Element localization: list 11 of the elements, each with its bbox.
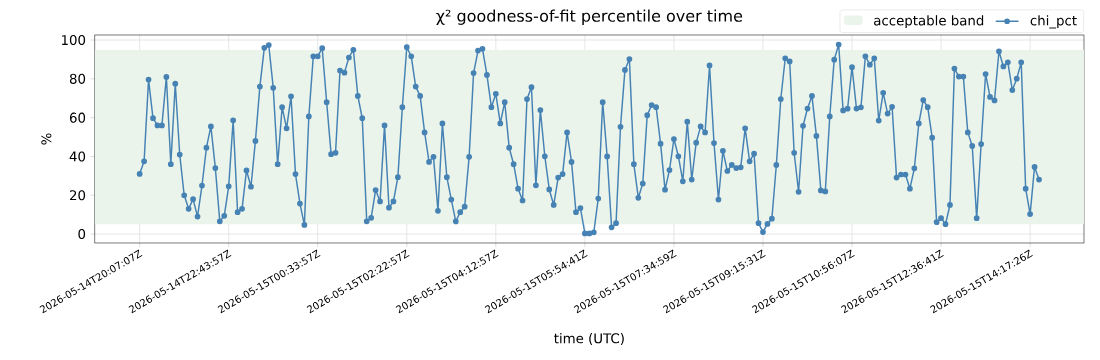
- chart-title: χ² goodness-of-fit percentile over time: [436, 9, 743, 25]
- x-axis-title: time (UTC): [554, 333, 624, 345]
- y-tick-label: 60: [69, 112, 86, 123]
- legend-label: chi_pct: [1030, 15, 1077, 29]
- y-tick-label: 0: [78, 229, 86, 240]
- y-tick-label: 20: [69, 190, 86, 201]
- y-tick-label: 80: [69, 73, 86, 84]
- legend-label: acceptable band: [874, 15, 984, 29]
- y-axis-title: %: [41, 133, 52, 145]
- y-tick-label: 100: [61, 34, 86, 46]
- y-tick-label: 40: [69, 151, 86, 162]
